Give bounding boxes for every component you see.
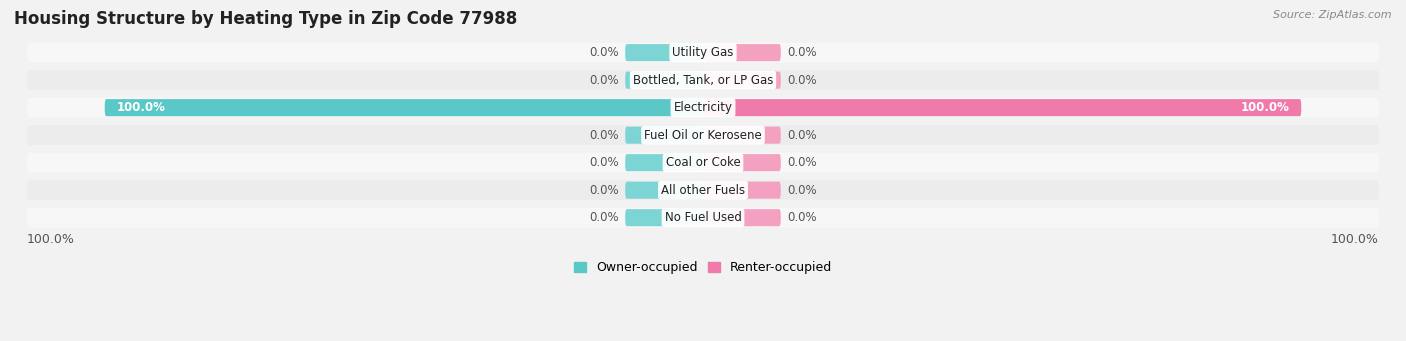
FancyBboxPatch shape [27, 70, 1379, 90]
FancyBboxPatch shape [703, 154, 780, 171]
Text: 0.0%: 0.0% [589, 211, 619, 224]
Text: No Fuel Used: No Fuel Used [665, 211, 741, 224]
FancyBboxPatch shape [27, 153, 1379, 173]
Text: 100.0%: 100.0% [27, 233, 75, 246]
FancyBboxPatch shape [703, 182, 780, 199]
FancyBboxPatch shape [626, 72, 703, 89]
FancyBboxPatch shape [104, 99, 703, 116]
Text: 0.0%: 0.0% [589, 184, 619, 197]
Text: 0.0%: 0.0% [787, 184, 817, 197]
Text: 0.0%: 0.0% [589, 129, 619, 142]
FancyBboxPatch shape [27, 43, 1379, 62]
Text: Bottled, Tank, or LP Gas: Bottled, Tank, or LP Gas [633, 74, 773, 87]
FancyBboxPatch shape [626, 182, 703, 199]
FancyBboxPatch shape [626, 127, 703, 144]
Text: 0.0%: 0.0% [589, 156, 619, 169]
Text: 0.0%: 0.0% [787, 129, 817, 142]
Text: Housing Structure by Heating Type in Zip Code 77988: Housing Structure by Heating Type in Zip… [14, 10, 517, 28]
Text: Source: ZipAtlas.com: Source: ZipAtlas.com [1274, 10, 1392, 20]
FancyBboxPatch shape [27, 208, 1379, 227]
FancyBboxPatch shape [703, 44, 780, 61]
FancyBboxPatch shape [703, 127, 780, 144]
FancyBboxPatch shape [27, 125, 1379, 145]
FancyBboxPatch shape [626, 154, 703, 171]
FancyBboxPatch shape [703, 72, 780, 89]
FancyBboxPatch shape [626, 209, 703, 226]
Legend: Owner-occupied, Renter-occupied: Owner-occupied, Renter-occupied [568, 256, 838, 279]
FancyBboxPatch shape [27, 98, 1379, 118]
Text: 0.0%: 0.0% [589, 46, 619, 59]
Text: Coal or Coke: Coal or Coke [665, 156, 741, 169]
Text: Fuel Oil or Kerosene: Fuel Oil or Kerosene [644, 129, 762, 142]
Text: 0.0%: 0.0% [787, 156, 817, 169]
Text: 0.0%: 0.0% [787, 74, 817, 87]
FancyBboxPatch shape [703, 209, 780, 226]
FancyBboxPatch shape [626, 44, 703, 61]
Text: 0.0%: 0.0% [589, 74, 619, 87]
Text: 100.0%: 100.0% [1240, 101, 1289, 114]
Text: All other Fuels: All other Fuels [661, 184, 745, 197]
Text: 100.0%: 100.0% [117, 101, 166, 114]
Text: 100.0%: 100.0% [1331, 233, 1379, 246]
Text: Utility Gas: Utility Gas [672, 46, 734, 59]
Text: Electricity: Electricity [673, 101, 733, 114]
Text: 0.0%: 0.0% [787, 46, 817, 59]
FancyBboxPatch shape [27, 180, 1379, 200]
Text: 0.0%: 0.0% [787, 211, 817, 224]
FancyBboxPatch shape [703, 99, 1302, 116]
